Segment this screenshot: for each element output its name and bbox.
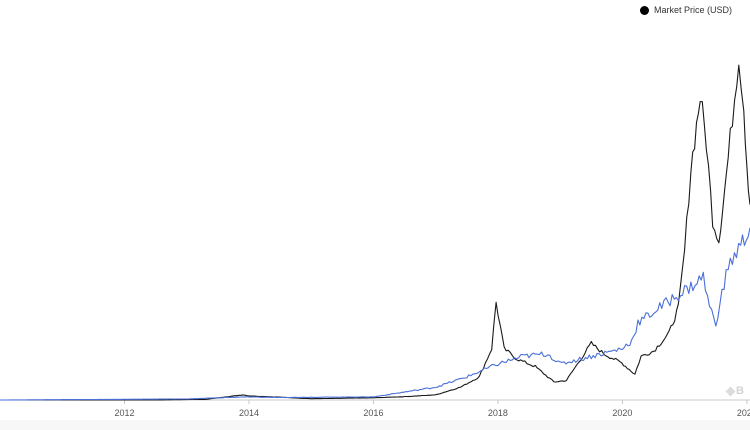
series-line-secondary[interactable] [0,227,750,401]
x-tick-label: 2018 [488,408,508,418]
watermark-text: B [736,385,744,397]
series-line-market-price[interactable] [0,64,750,401]
legend-marker-dot [640,5,649,15]
footer-band [0,420,750,430]
blockchain-logo-icon [725,386,736,396]
x-tick-label: 2012 [114,408,134,418]
legend-label: Market Price (USD) [654,5,733,15]
x-tick-label: 2020 [612,408,632,418]
watermark: B [725,385,744,397]
x-tick-label: 2014 [239,408,259,418]
chart-legend[interactable]: Market Price (USD) [640,5,732,15]
x-tick-label: 2022 [737,408,750,418]
x-tick-label: 2016 [363,408,383,418]
